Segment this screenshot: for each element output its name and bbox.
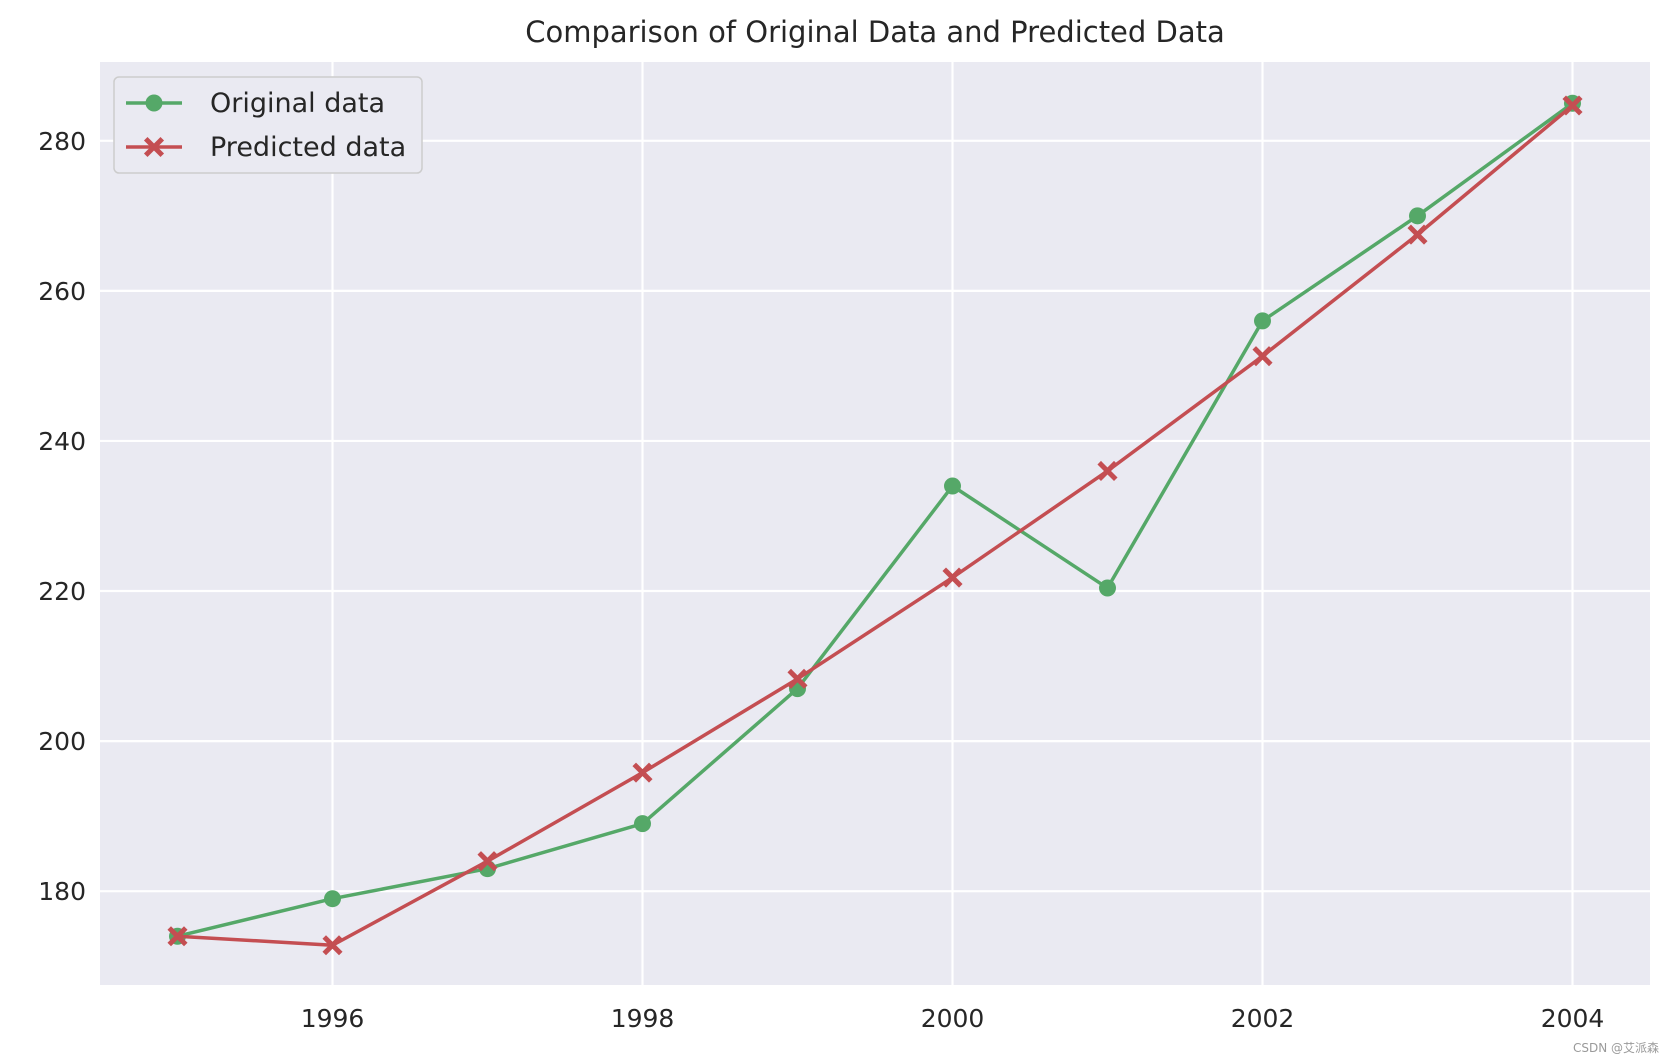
data-point bbox=[324, 890, 341, 908]
data-point bbox=[632, 762, 653, 783]
series-line bbox=[177, 104, 1574, 947]
plot-area bbox=[100, 62, 1650, 985]
x-tick-label: 2000 bbox=[921, 1004, 985, 1033]
y-axis-ticks: 180 200 220 240 260 280 bbox=[38, 127, 86, 906]
y-tick-label: 260 bbox=[38, 277, 86, 306]
watermark: CSDN @艾派森 bbox=[1573, 1040, 1659, 1055]
data-point bbox=[944, 477, 961, 495]
data-point bbox=[167, 926, 188, 947]
data-point bbox=[477, 851, 498, 872]
y-tick-label: 180 bbox=[38, 877, 86, 906]
legend-box bbox=[113, 76, 423, 174]
y-tick-label: 240 bbox=[38, 427, 86, 456]
x-axis-ticks: 1996 1998 2000 2002 2004 bbox=[301, 1004, 1605, 1033]
data-point bbox=[1097, 460, 1118, 482]
y-tick-label: 200 bbox=[38, 727, 86, 756]
data-point bbox=[1099, 579, 1116, 597]
y-tick-label: 220 bbox=[38, 577, 86, 606]
x-tick-label: 1996 bbox=[301, 1004, 365, 1033]
legend-marker bbox=[145, 94, 163, 112]
y-tick-label: 280 bbox=[38, 127, 86, 156]
x-tick-label: 2002 bbox=[1231, 1004, 1295, 1033]
data-point bbox=[1409, 207, 1426, 225]
legend-item: Original data bbox=[126, 88, 385, 119]
grid-lines bbox=[100, 62, 1650, 985]
data-point bbox=[634, 815, 651, 833]
data-point bbox=[322, 935, 343, 956]
data-point bbox=[1254, 312, 1271, 330]
x-tick-label: 1998 bbox=[611, 1004, 675, 1033]
data-point bbox=[1562, 95, 1583, 116]
legend-marker bbox=[143, 136, 165, 158]
x-tick-label: 2004 bbox=[1541, 1004, 1605, 1033]
series-layer bbox=[167, 94, 1583, 956]
data-point bbox=[787, 668, 808, 689]
series-predicted bbox=[167, 95, 1583, 956]
legend-item: Predicted data bbox=[126, 132, 406, 163]
data-point bbox=[1252, 346, 1273, 367]
data-point bbox=[942, 567, 963, 588]
series-line bbox=[177, 101, 1574, 938]
chart-title: Comparison of Original Data and Predicte… bbox=[525, 15, 1225, 49]
legend-label: Original data bbox=[210, 88, 385, 119]
legend: Original data Predicted data bbox=[113, 76, 423, 174]
data-point bbox=[1407, 224, 1428, 245]
legend-label: Predicted data bbox=[210, 132, 406, 163]
